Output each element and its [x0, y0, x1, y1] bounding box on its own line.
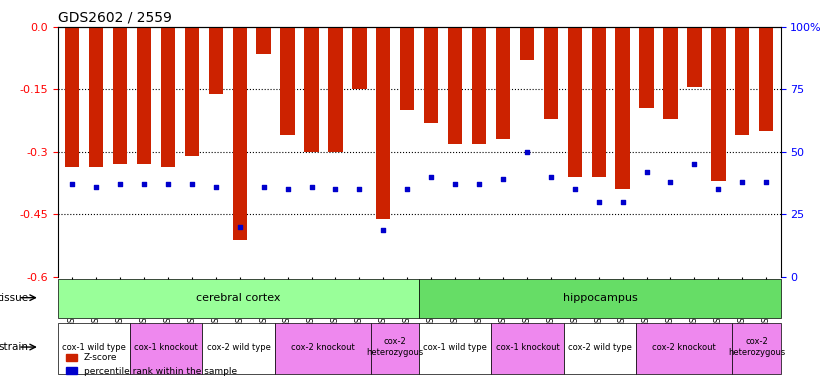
Bar	[448, 27, 463, 144]
FancyBboxPatch shape	[420, 323, 491, 374]
Text: cox-2 knockout: cox-2 knockout	[291, 343, 354, 351]
Bar	[65, 27, 79, 167]
FancyBboxPatch shape	[371, 323, 420, 374]
Bar	[687, 27, 701, 87]
Point	[137, 181, 150, 187]
Text: hippocampus: hippocampus	[563, 293, 637, 303]
Point	[736, 179, 749, 185]
Point	[449, 181, 462, 187]
Point	[592, 199, 605, 205]
Point	[65, 181, 78, 187]
Bar	[161, 27, 175, 167]
Bar	[113, 27, 127, 164]
Bar	[233, 27, 247, 240]
Point	[712, 186, 725, 192]
Point	[209, 184, 222, 190]
Point	[568, 186, 582, 192]
Point	[688, 161, 701, 167]
Point	[425, 174, 438, 180]
Bar	[711, 27, 725, 181]
Bar	[567, 27, 582, 177]
FancyBboxPatch shape	[274, 323, 371, 374]
Point	[329, 186, 342, 192]
Point	[544, 174, 558, 180]
Bar	[328, 27, 343, 152]
Bar	[89, 27, 103, 167]
FancyBboxPatch shape	[58, 323, 131, 374]
FancyBboxPatch shape	[420, 279, 781, 318]
Bar	[639, 27, 653, 108]
Bar	[256, 27, 271, 54]
FancyBboxPatch shape	[58, 279, 420, 318]
FancyBboxPatch shape	[202, 323, 275, 374]
Point	[520, 149, 534, 155]
Bar	[520, 27, 534, 60]
Bar	[759, 27, 773, 131]
Bar	[544, 27, 558, 119]
Point	[496, 176, 510, 182]
Bar	[400, 27, 415, 110]
Text: cox-2 wild type: cox-2 wild type	[206, 343, 270, 351]
Point	[377, 227, 390, 233]
Bar	[352, 27, 367, 89]
FancyBboxPatch shape	[131, 323, 202, 374]
FancyBboxPatch shape	[563, 323, 636, 374]
Point	[185, 181, 198, 187]
Bar	[137, 27, 151, 164]
Bar	[376, 27, 391, 218]
Bar	[304, 27, 319, 152]
Point	[760, 179, 773, 185]
Text: GDS2602 / 2559: GDS2602 / 2559	[58, 10, 172, 24]
Point	[161, 181, 174, 187]
Text: strain: strain	[0, 342, 29, 352]
Text: cox-2 wild type: cox-2 wild type	[568, 343, 632, 351]
Text: cerebral cortex: cerebral cortex	[197, 293, 281, 303]
Text: cox-2
heterozygous: cox-2 heterozygous	[367, 338, 424, 357]
Point	[89, 184, 102, 190]
Point	[305, 184, 318, 190]
Point	[616, 199, 629, 205]
Text: cox-1 wild type: cox-1 wild type	[424, 343, 487, 351]
Bar	[591, 27, 605, 177]
Bar	[472, 27, 487, 144]
Point	[664, 179, 677, 185]
Bar	[424, 27, 439, 123]
Bar	[185, 27, 199, 156]
Text: cox-1 knockout: cox-1 knockout	[135, 343, 198, 351]
FancyBboxPatch shape	[733, 323, 781, 374]
Point	[401, 186, 414, 192]
Bar	[209, 27, 223, 94]
Point	[257, 184, 270, 190]
Point	[233, 224, 246, 230]
Point	[640, 169, 653, 175]
Bar	[615, 27, 629, 189]
Text: cox-1 knockout: cox-1 knockout	[496, 343, 559, 351]
Bar	[280, 27, 295, 135]
Bar	[735, 27, 749, 135]
FancyBboxPatch shape	[491, 323, 563, 374]
Text: cox-1 wild type: cox-1 wild type	[62, 343, 126, 351]
Bar	[496, 27, 510, 139]
Text: tissue: tissue	[0, 293, 29, 303]
Point	[472, 181, 486, 187]
FancyBboxPatch shape	[636, 323, 733, 374]
Point	[353, 186, 366, 192]
Bar	[663, 27, 677, 119]
Legend: Z-score, percentile rank within the sample: Z-score, percentile rank within the samp…	[62, 350, 240, 379]
Text: cox-2
heterozygous: cox-2 heterozygous	[728, 338, 785, 357]
Text: cox-2 knockout: cox-2 knockout	[653, 343, 716, 351]
Point	[113, 181, 126, 187]
Point	[281, 186, 294, 192]
